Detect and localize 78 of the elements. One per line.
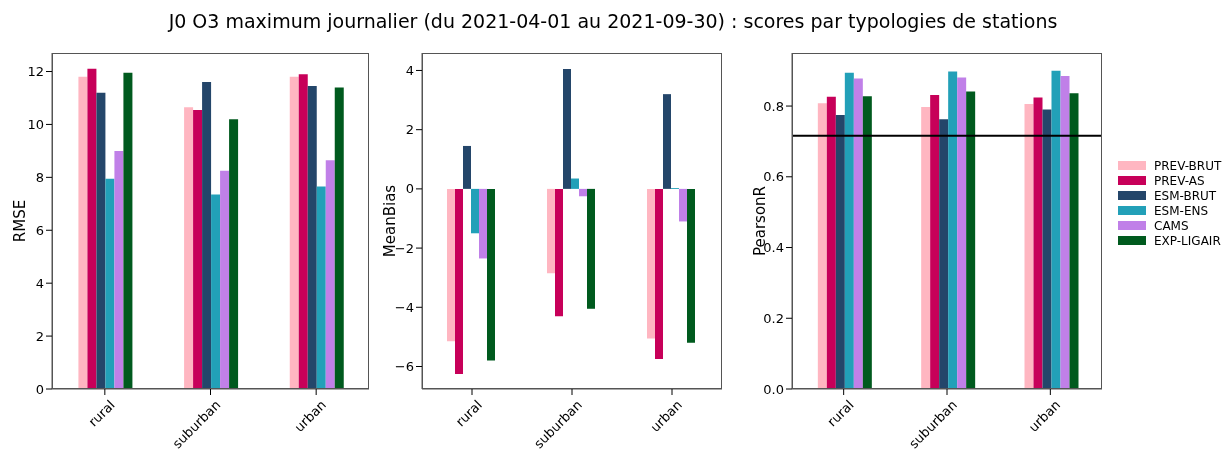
bar bbox=[289, 76, 299, 389]
bar bbox=[587, 188, 595, 309]
bar bbox=[563, 68, 571, 189]
y-tick-label: 2 bbox=[405, 122, 414, 138]
y-tick-label: 8 bbox=[35, 169, 44, 185]
bar bbox=[307, 86, 317, 389]
y-axis-title: RMSE bbox=[11, 199, 29, 243]
bar bbox=[1051, 70, 1061, 389]
legend-label: PREV-BRUT bbox=[1154, 158, 1222, 173]
legend-label: ESM-BRUT bbox=[1154, 188, 1217, 203]
bar bbox=[1042, 109, 1052, 389]
bar bbox=[463, 145, 471, 189]
bar bbox=[679, 188, 687, 222]
bar bbox=[663, 94, 671, 189]
y-tick-label: 0 bbox=[405, 181, 414, 197]
y-tick-label: 12 bbox=[27, 64, 44, 80]
bar bbox=[844, 72, 854, 389]
bar bbox=[571, 178, 579, 189]
bar bbox=[1069, 93, 1079, 389]
bar bbox=[921, 107, 931, 389]
bar bbox=[930, 95, 940, 389]
bar bbox=[325, 160, 335, 389]
bar bbox=[87, 68, 97, 389]
bar bbox=[826, 96, 836, 389]
bar bbox=[1033, 97, 1043, 389]
y-tick-label: 0.8 bbox=[763, 98, 784, 114]
y-tick-label: −4 bbox=[394, 299, 414, 315]
bar bbox=[939, 119, 949, 389]
y-tick-label: 2 bbox=[35, 328, 44, 344]
bar bbox=[655, 188, 663, 360]
legend-label: PREV-AS bbox=[1154, 173, 1205, 188]
y-tick-label: 4 bbox=[35, 275, 44, 291]
bar bbox=[123, 72, 133, 389]
bar bbox=[220, 170, 230, 389]
legend-label: CAMS bbox=[1154, 218, 1189, 233]
bar bbox=[579, 188, 587, 197]
y-tick-label: 0.0 bbox=[763, 381, 784, 397]
bar bbox=[966, 91, 976, 389]
y-tick-label: −6 bbox=[394, 359, 414, 375]
legend-label: ESM-ENS bbox=[1154, 203, 1209, 218]
bar bbox=[105, 178, 115, 389]
bar bbox=[471, 188, 479, 234]
y-tick-label: 0.6 bbox=[763, 169, 784, 185]
bar bbox=[853, 78, 863, 389]
y-tick-label: −2 bbox=[394, 240, 414, 256]
bar bbox=[114, 150, 124, 389]
y-tick-label: 0 bbox=[35, 381, 44, 397]
bar bbox=[211, 194, 221, 389]
y-tick-label: 4 bbox=[405, 63, 414, 79]
y-tick-label: 0.2 bbox=[763, 310, 784, 326]
bar bbox=[862, 96, 872, 389]
bar bbox=[229, 119, 239, 389]
bar bbox=[193, 109, 203, 389]
bar bbox=[1024, 103, 1034, 389]
y-tick-label: 10 bbox=[27, 117, 44, 133]
bar bbox=[647, 188, 655, 339]
y-tick-label: 6 bbox=[35, 222, 44, 238]
bar bbox=[835, 114, 845, 389]
bar bbox=[298, 74, 308, 389]
bar bbox=[1060, 75, 1070, 389]
bar bbox=[687, 188, 695, 343]
bar bbox=[78, 76, 88, 389]
bar bbox=[184, 107, 194, 389]
bar bbox=[455, 188, 463, 374]
bar bbox=[957, 77, 967, 389]
bar bbox=[817, 103, 827, 389]
bar bbox=[447, 188, 455, 342]
bar bbox=[547, 188, 555, 274]
bar bbox=[487, 188, 495, 361]
bar bbox=[202, 82, 212, 389]
bar bbox=[334, 87, 344, 389]
legend-label: EXP-LIGAIR bbox=[1154, 233, 1221, 248]
bar bbox=[948, 71, 958, 389]
bar bbox=[555, 188, 563, 317]
bar bbox=[316, 186, 326, 389]
bar bbox=[96, 92, 106, 389]
text: J0 O3 maximum journalier (du 2021-04-01 au 2021-09-30) : scores par typologies de stations bbox=[166, 10, 1059, 32]
bar bbox=[479, 188, 487, 259]
